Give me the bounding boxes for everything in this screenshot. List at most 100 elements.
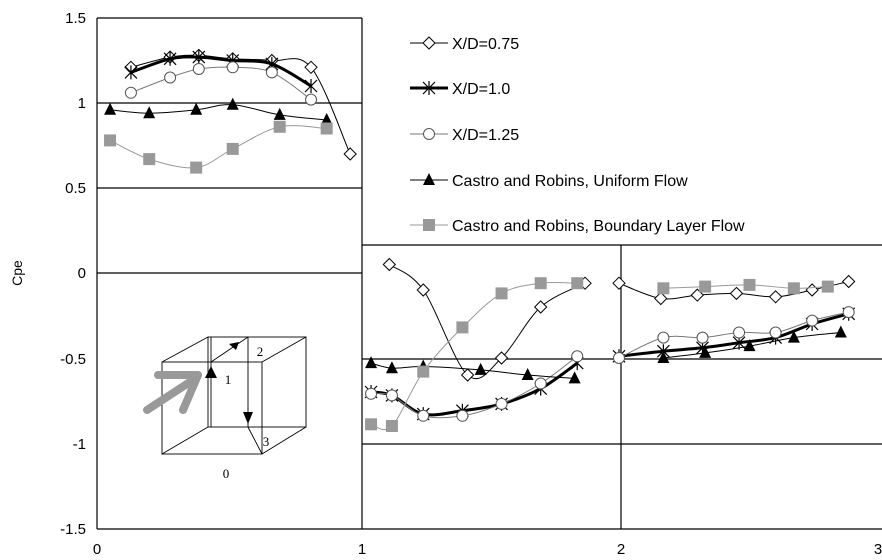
cube-arrows: 0 1 2 3 xyxy=(143,342,269,481)
data-point xyxy=(143,106,156,119)
data-point xyxy=(657,282,670,295)
y-tick-label: 1 xyxy=(78,95,86,112)
wind-arrow-shaft xyxy=(143,374,200,414)
cube-edge xyxy=(261,336,307,363)
data-point xyxy=(104,102,117,115)
y-tick-label: 0 xyxy=(78,265,86,282)
data-point xyxy=(495,397,508,410)
data-point xyxy=(305,93,318,106)
x-tick-label: 2 xyxy=(617,541,625,558)
legend-entry: Castro and Robins, Boundary Layer Flow xyxy=(410,218,745,235)
data-point xyxy=(841,274,856,289)
data-point xyxy=(163,51,177,66)
data-point xyxy=(382,257,397,272)
data-point xyxy=(456,321,469,334)
data-point xyxy=(385,389,398,402)
data-point xyxy=(729,286,744,301)
data-point xyxy=(805,283,819,297)
data-point xyxy=(304,79,318,93)
data-point xyxy=(834,325,847,338)
data-point xyxy=(806,314,819,327)
data-point xyxy=(273,107,286,120)
data-point xyxy=(456,409,469,422)
legend-entry: X/D=1.25 xyxy=(410,127,519,144)
series-layer xyxy=(104,48,856,432)
inset-label-1: 1 xyxy=(225,372,232,387)
data-point xyxy=(733,326,746,339)
data-point xyxy=(494,351,509,365)
y-tick-label: 1.5 xyxy=(65,10,86,27)
data-point xyxy=(495,287,508,300)
data-point xyxy=(265,66,278,79)
data-point xyxy=(226,61,239,74)
cube-back-face xyxy=(207,336,307,428)
data-point xyxy=(192,63,205,75)
legend-label: X/D=0.75 xyxy=(452,36,519,53)
data-point xyxy=(416,283,430,297)
data-point xyxy=(613,352,625,364)
y-tick-label: -1.5 xyxy=(60,521,86,538)
series-line xyxy=(130,66,312,101)
legend-marker-circle-icon xyxy=(423,128,435,140)
series-line xyxy=(109,125,327,169)
y-tick-label: 0.5 xyxy=(65,180,86,197)
data-point xyxy=(104,134,117,147)
series-line xyxy=(109,104,327,121)
cube-edge xyxy=(247,426,263,455)
data-point xyxy=(343,147,357,161)
x-tick-labels: 0 1 2 3 xyxy=(93,541,882,558)
data-point xyxy=(571,277,584,290)
data-point xyxy=(365,356,378,369)
data-point xyxy=(743,278,756,291)
legend-entry: Castro and Robins, Uniform Flow xyxy=(410,173,688,190)
data-point xyxy=(533,300,548,314)
data-point xyxy=(320,113,333,125)
inset-label-2: 2 xyxy=(257,344,264,359)
data-point xyxy=(124,86,137,99)
data-point xyxy=(787,330,800,343)
legend-entry: X/D=1.0 xyxy=(410,81,510,98)
data-point xyxy=(534,277,547,290)
y-tick-labels: 1.5 1 0.5 0 -0.5 -1 -1.5 xyxy=(60,10,86,538)
data-point xyxy=(699,345,712,358)
arrow-down-icon xyxy=(243,412,253,424)
data-point xyxy=(571,350,584,363)
data-point xyxy=(124,65,138,80)
data-point xyxy=(304,60,318,75)
data-point xyxy=(226,97,239,110)
wind-arrow-head-b xyxy=(179,371,202,414)
legend-entry: X/D=0.75 xyxy=(410,36,519,53)
data-point xyxy=(143,153,156,166)
data-point xyxy=(654,291,668,306)
cube-front-face xyxy=(161,361,263,455)
data-point xyxy=(190,102,203,115)
y-axis-label: Cpe xyxy=(9,260,25,286)
cube-edge xyxy=(261,426,307,455)
data-point xyxy=(365,418,378,431)
cube-edge xyxy=(161,426,209,455)
legend-label: Castro and Robins, Uniform Flow xyxy=(452,173,688,190)
arrow-up-right-icon xyxy=(229,342,239,350)
data-point xyxy=(657,351,670,363)
plot-frame xyxy=(96,17,882,530)
data-point xyxy=(417,409,430,422)
series-3 xyxy=(104,97,847,384)
y-tick-label: -1 xyxy=(73,436,86,453)
legend-marker-square-icon xyxy=(423,219,435,231)
data-point xyxy=(385,361,398,374)
data-point xyxy=(417,365,430,378)
series-line xyxy=(130,55,312,88)
data-point xyxy=(769,326,782,339)
x-tick-label: 0 xyxy=(93,541,101,558)
data-point xyxy=(273,120,286,133)
series-0 xyxy=(124,48,856,382)
data-point xyxy=(365,387,378,400)
data-point xyxy=(821,280,834,293)
data-point xyxy=(460,368,475,382)
data-point xyxy=(521,368,534,380)
data-point xyxy=(190,161,203,174)
series-line xyxy=(388,264,586,380)
series-line xyxy=(370,361,579,417)
x-tick-label: 3 xyxy=(874,541,882,558)
